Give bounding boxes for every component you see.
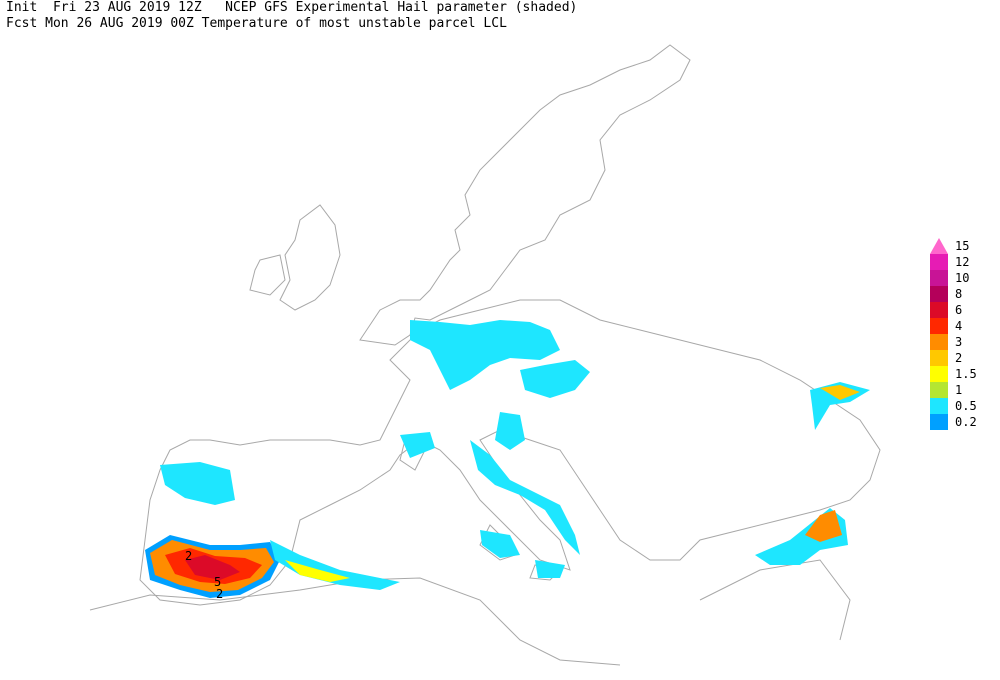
legend-label: 6 <box>955 303 962 317</box>
legend-swatch <box>930 398 948 414</box>
legend: 15 12 10 8 6 4 3 2 1.5 1 0.5 0.2 <box>930 238 977 430</box>
legend-swatch <box>930 334 948 350</box>
legend-swatch <box>930 238 948 254</box>
legend-label: 15 <box>955 239 969 253</box>
legend-swatch <box>930 318 948 334</box>
legend-swatch <box>930 286 948 302</box>
legend-label: 3 <box>955 335 962 349</box>
contour-labels: 2 5 2 <box>185 549 223 601</box>
legend-swatch <box>930 382 948 398</box>
legend-label: 12 <box>955 255 969 269</box>
header-line: Init Fri 23 AUG 2019 12Z NCEP GFS Experi… <box>6 0 577 15</box>
legend-label: 1 <box>955 383 962 397</box>
legend-label: 10 <box>955 271 969 285</box>
hail-shading <box>145 320 870 598</box>
contour-label: 2 <box>185 549 192 563</box>
legend-label: 1.5 <box>955 367 977 381</box>
legend-label: 8 <box>955 287 962 301</box>
legend-swatch <box>930 350 948 366</box>
contour-label: 2 <box>216 587 223 601</box>
legend-label: 4 <box>955 319 962 333</box>
contour-label: 5 <box>214 575 221 589</box>
header-line: Fcst Mon 26 AUG 2019 00Z Temperature of … <box>6 16 507 31</box>
legend-swatch <box>930 254 948 270</box>
legend-swatch <box>930 270 948 286</box>
legend-swatch <box>930 302 948 318</box>
legend-swatch <box>930 366 948 382</box>
coastlines <box>89 44 881 666</box>
legend-swatch <box>930 414 948 430</box>
legend-label: 0.5 <box>955 399 977 413</box>
legend-label: 2 <box>955 351 962 365</box>
legend-label: 0.2 <box>955 415 977 429</box>
